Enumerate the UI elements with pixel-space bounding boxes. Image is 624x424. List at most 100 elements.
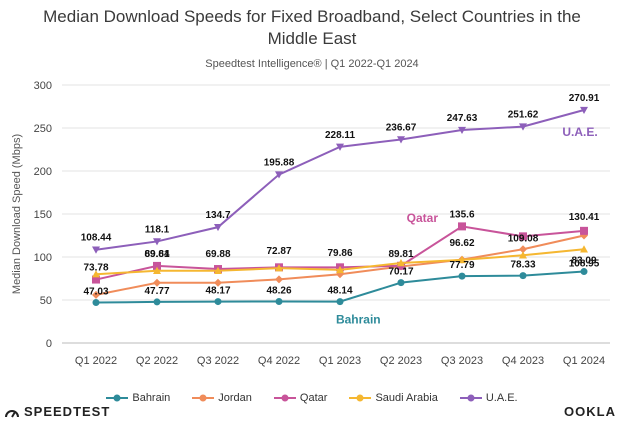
data-point — [275, 275, 283, 284]
x-tick-label: Q3 2022 — [197, 355, 239, 367]
y-tick-label: 250 — [34, 123, 52, 135]
legend-item: U.A.E. — [459, 392, 518, 404]
data-label: 47.03 — [83, 287, 108, 298]
data-point — [458, 255, 466, 264]
data-point — [397, 136, 405, 144]
data-point — [580, 106, 588, 115]
data-point — [92, 290, 100, 299]
data-label: 270.91 — [569, 93, 600, 104]
data-label: 48.14 — [327, 286, 352, 297]
data-point — [458, 222, 466, 231]
data-point — [519, 251, 527, 259]
data-point — [214, 223, 222, 232]
chart-title-line-1: Median Download Speeds for Fixed Broadba… — [43, 7, 581, 26]
data-label: 89.64 — [144, 249, 169, 260]
x-tick-label: Q1 2022 — [75, 355, 117, 367]
data-label: 109.08 — [508, 233, 539, 244]
legend-swatch — [106, 394, 129, 402]
legend-item: Jordan — [192, 392, 252, 404]
data-point — [153, 278, 161, 287]
data-point — [519, 272, 527, 280]
data-point — [458, 272, 466, 280]
y-axis-label: Median Download Speed (Mbps) — [11, 134, 23, 294]
chart-legend: Bahrain Jordan Qatar Saudi Arabia U.A.E. — [0, 392, 624, 404]
data-label: 73.78 — [83, 263, 108, 274]
data-label: 83.09 — [571, 256, 596, 267]
data-label: 108.44 — [81, 233, 112, 244]
chart-subtitle: Speedtest Intelligence® | Q1 2022-Q1 202… — [205, 58, 419, 70]
data-label: 69.81 — [144, 249, 169, 260]
legend-item: Qatar — [273, 392, 328, 404]
data-point — [519, 232, 527, 241]
data-label: 48.26 — [266, 285, 291, 296]
ookla-logo: OOKLA — [564, 404, 616, 419]
data-label: 228.11 — [325, 130, 355, 141]
data-point — [275, 264, 283, 272]
legend-swatch — [349, 394, 372, 402]
data-point — [92, 275, 100, 284]
data-label: 195.88 — [264, 158, 295, 169]
speedtest-logo: SPEEDTEST — [4, 404, 110, 419]
data-point — [580, 268, 588, 276]
data-point — [153, 238, 161, 246]
legend-swatch — [273, 394, 296, 402]
data-label: 69.88 — [205, 249, 230, 260]
x-tick-label: Q1 2024 — [563, 355, 605, 367]
x-tick-label: Q2 2022 — [136, 355, 178, 367]
data-label: 96.62 — [449, 238, 474, 249]
data-point — [214, 266, 222, 274]
legend-swatch — [459, 394, 482, 402]
x-tick-label: Q2 2023 — [380, 355, 422, 367]
data-point — [336, 143, 344, 151]
data-point — [153, 298, 161, 306]
data-label: 108.95 — [569, 258, 600, 269]
data-point — [397, 259, 405, 267]
data-point — [275, 171, 283, 179]
legend-swatch — [192, 394, 215, 402]
data-point — [519, 123, 527, 131]
speedometer-icon — [5, 409, 19, 418]
chart-title: Median Download Speeds for Fixed Broadba… — [0, 6, 624, 50]
y-tick-label: 0 — [46, 338, 52, 350]
data-point — [92, 246, 100, 254]
data-point — [519, 245, 527, 254]
legend-label: Qatar — [299, 392, 328, 404]
x-tick-label: Q4 2023 — [502, 355, 544, 367]
data-label: 77.79 — [449, 260, 474, 271]
data-point — [214, 278, 222, 287]
x-tick-label: Q3 2023 — [441, 355, 483, 367]
data-label: 130.41 — [569, 212, 600, 223]
data-label: 135.6 — [449, 209, 474, 220]
data-label: 118.1 — [145, 224, 170, 235]
data-point — [580, 245, 588, 253]
y-tick-label: 200 — [34, 166, 52, 178]
data-label: 70.17 — [388, 267, 413, 278]
speedtest-wordmark: SPEEDTEST — [24, 404, 111, 419]
y-tick-label: 100 — [34, 252, 52, 264]
data-point — [214, 298, 222, 306]
data-label: 79.86 — [327, 248, 352, 259]
x-tick-label: Q1 2023 — [319, 355, 361, 367]
data-point — [580, 226, 588, 235]
y-tick-label: 150 — [34, 209, 52, 221]
legend-label: U.A.E. — [485, 392, 518, 404]
y-tick-label: 300 — [34, 80, 52, 92]
data-point — [92, 299, 100, 307]
legend-label: Saudi Arabia — [375, 392, 438, 404]
data-label: 72.87 — [266, 246, 291, 257]
legend-item: Bahrain — [106, 392, 170, 404]
x-tick-label: Q4 2022 — [258, 355, 300, 367]
data-point — [336, 298, 344, 306]
data-label: 247.63 — [447, 113, 478, 124]
legend-label: Bahrain — [132, 392, 171, 404]
series-annotation: Qatar — [407, 211, 439, 225]
data-label: 89.81 — [388, 249, 413, 260]
data-label: 251.62 — [508, 110, 539, 121]
data-label: 47.77 — [144, 286, 169, 297]
data-label: 134.7 — [205, 210, 230, 221]
y-tick-label: 50 — [40, 295, 52, 307]
data-point — [275, 297, 283, 305]
series-annotation: U.A.E. — [562, 125, 597, 139]
chart-title-line-2: Middle East — [267, 29, 357, 48]
